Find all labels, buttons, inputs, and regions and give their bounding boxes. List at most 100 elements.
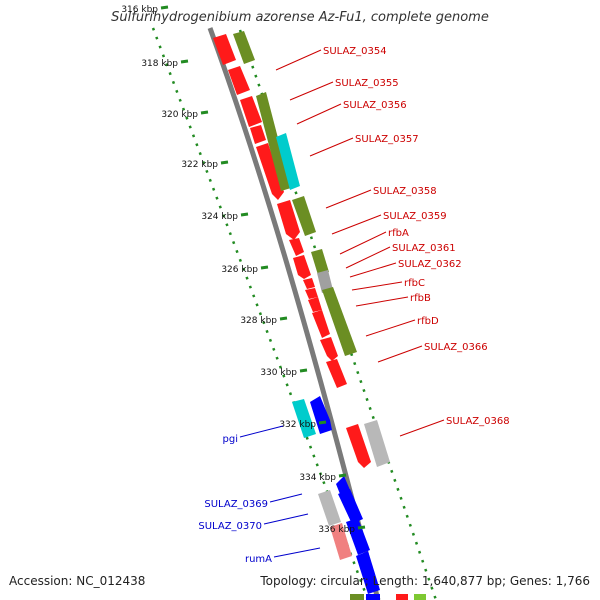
gene-label-forward[interactable]: SULAZ_0358 <box>373 186 437 197</box>
ruler-tick-label: 332 kbp <box>279 420 316 430</box>
gene-label-reverse[interactable]: pgi <box>223 434 238 445</box>
cds-sulaz-0370[interactable] <box>346 518 370 555</box>
ruler-tick-label: 334 kbp <box>299 473 336 483</box>
cog-bottom-olive[interactable] <box>350 594 364 600</box>
cog-bar-0358[interactable] <box>292 196 316 236</box>
cog-bar-pgi-cyan[interactable] <box>292 399 316 438</box>
leader-line <box>309 137 354 157</box>
cog-bar-0369-gray[interactable] <box>318 490 341 526</box>
gene-label-forward[interactable]: rfbD <box>417 316 439 327</box>
cds-rfba[interactable] <box>293 255 311 279</box>
gene-label-forward[interactable]: rfbC <box>404 278 425 289</box>
cog-bar-0362[interactable] <box>311 249 329 275</box>
ruler-tick <box>260 265 269 270</box>
map-title: Sulfurihydrogenibium azorense Az-Fu1, co… <box>111 10 489 25</box>
cds-rfbd[interactable] <box>320 337 338 361</box>
cds-sulaz-0356[interactable] <box>240 96 262 127</box>
ruler-tick-label: 324 kbp <box>201 212 238 222</box>
leader-line <box>351 281 403 291</box>
gene-label-forward[interactable]: SULAZ_0356 <box>343 100 407 111</box>
leader-line <box>289 81 334 101</box>
gene-label-forward[interactable]: SULAZ_0368 <box>446 416 510 427</box>
ruler-tick <box>220 160 229 165</box>
cds-sulaz-0361[interactable] <box>303 278 315 289</box>
ruler-tick-label: 330 kbp <box>260 368 297 378</box>
cog-bar-0357-cyan[interactable] <box>276 133 300 190</box>
genome-summary-text: Topology: circular; Length: 1,640,877 bp… <box>260 574 590 588</box>
cds-sulaz-0366[interactable] <box>326 359 347 388</box>
cds-after-rumA[interactable] <box>396 594 408 600</box>
cds-sulaz-0359[interactable] <box>289 238 304 256</box>
ruler-tick-label: 316 kbp <box>121 5 158 15</box>
ruler-dotted-line-left <box>151 27 370 600</box>
leader-line <box>331 214 382 235</box>
leader-line <box>339 231 387 255</box>
ruler-tick <box>200 110 209 115</box>
leader-line <box>296 103 342 125</box>
gene-label-forward[interactable]: SULAZ_0357 <box>355 134 419 145</box>
cds-sulaz-0354[interactable] <box>213 34 236 65</box>
leader-line <box>345 246 391 269</box>
ruler-tick <box>180 59 189 64</box>
cog-bar-0354[interactable] <box>233 31 255 64</box>
ruler-tick-label: 320 kbp <box>161 110 198 120</box>
cds-sulaz-0368[interactable] <box>346 424 371 468</box>
gene-label-forward[interactable]: SULAZ_0362 <box>398 259 462 270</box>
gene-label-forward[interactable]: SULAZ_0359 <box>383 211 447 222</box>
gene-label-forward[interactable]: SULAZ_0361 <box>392 243 456 254</box>
cds-rfbc[interactable] <box>308 297 322 312</box>
cds-bottom-blue[interactable] <box>366 594 380 600</box>
cog-bottom-green[interactable] <box>414 594 426 600</box>
ruler-tick-label: 336 kbp <box>318 525 355 535</box>
ruler-tick <box>299 368 308 373</box>
gene-label-reverse[interactable]: SULAZ_0369 <box>204 499 268 510</box>
reverse-track <box>292 396 380 600</box>
cds-sulaz-0358[interactable] <box>277 200 300 240</box>
leader-line <box>365 319 416 337</box>
forward-cog-track <box>233 31 426 600</box>
gene-label-forward[interactable]: SULAZ_0354 <box>323 46 387 57</box>
cog-bar-rfbc-gray[interactable] <box>317 270 333 293</box>
cds-sulaz-0369a[interactable] <box>336 476 350 494</box>
ruler-tick <box>318 420 327 425</box>
ruler-tick <box>279 316 288 321</box>
cds-sulaz-0362[interactable] <box>305 288 318 299</box>
cog-bar-0356[interactable] <box>256 92 291 191</box>
gene-label-forward[interactable]: rfbB <box>410 293 431 304</box>
leader-line <box>239 425 284 438</box>
forward-cds-track <box>213 34 408 600</box>
gene-label-forward[interactable]: SULAZ_0366 <box>424 342 488 353</box>
cds-sulaz-0357[interactable] <box>256 143 284 200</box>
leader-line <box>275 49 322 71</box>
leader-line <box>269 493 303 503</box>
cog-bar-0368-gray[interactable] <box>364 420 390 467</box>
ruler-tick-label: 328 kbp <box>240 316 277 326</box>
gene-label-forward[interactable]: SULAZ_0355 <box>335 78 399 89</box>
cds-sulaz-0369b[interactable] <box>338 489 363 524</box>
leader-line <box>399 419 445 437</box>
cds-sulaz-0355[interactable] <box>228 66 250 95</box>
accession-text: Accession: NC_012438 <box>9 574 146 588</box>
gene-label-reverse[interactable]: rumA <box>245 554 272 565</box>
leader-line <box>325 189 372 209</box>
ruler-tick-label: 322 kbp <box>181 160 218 170</box>
gene-label-reverse[interactable]: SULAZ_0370 <box>198 521 262 532</box>
gene-labels: SULAZ_0354 SULAZ_0355 SULAZ_0356 SULAZ_0357… <box>198 46 509 565</box>
ruler-tick <box>160 5 169 10</box>
leader-line <box>355 296 409 307</box>
cds-sulaz-0356b[interactable] <box>250 125 266 144</box>
ruler-tick-label: 318 kbp <box>141 59 178 69</box>
ruler-tick <box>357 525 366 530</box>
leader-line <box>349 262 397 278</box>
cds-rfbb[interactable] <box>312 310 330 338</box>
cds-ruma[interactable] <box>356 551 380 594</box>
gene-label-forward[interactable]: rfbA <box>388 228 409 239</box>
cog-bar-rfbb[interactable] <box>322 287 357 356</box>
cds-pgi[interactable] <box>310 396 332 434</box>
cog-bar-0370-pink[interactable] <box>330 523 352 560</box>
leader-line <box>377 345 423 363</box>
ruler-tick <box>338 473 347 478</box>
leader-line <box>273 547 321 558</box>
leader-line <box>263 513 309 525</box>
